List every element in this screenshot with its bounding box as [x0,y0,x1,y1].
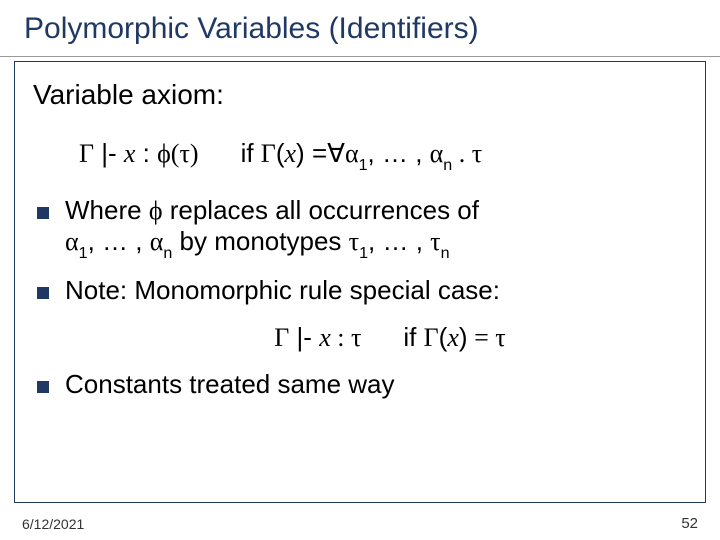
b1-alpha1: α [65,227,79,256]
turnstile2: |- [289,322,319,352]
content-frame: Variable axiom: Γ |- x : ϕ(τ) if Γ(x) =∀… [14,61,706,503]
gamma-sym3: Γ [274,323,289,352]
colon-tau: : τ [331,323,362,352]
b1-dots2: , … , [368,226,430,256]
eq-tau: = τ [468,323,506,352]
dots: , … , [368,138,430,168]
if-text2: if [403,322,423,352]
b1-alphan: α [150,227,164,256]
bullet-icon [37,287,49,299]
forall-sym: ∀ [327,139,345,168]
b1-tau1: τ [349,227,359,256]
bullet-3: Constants treated same way [33,369,687,400]
var-x4: x [447,323,459,352]
dot-tau: . τ [452,139,482,168]
b1-tsn: n [441,244,450,262]
axiom-rule-1: Γ |- x : ϕ(τ) if Γ(x) =∀α1, … , αn . τ [79,136,687,175]
bullet-3-text: Constants treated same way [65,369,687,400]
b1-phi: ϕ [149,196,163,225]
axiom-label: Variable axiom: [33,76,687,114]
colon: : [135,138,157,168]
bullet-icon [37,207,49,219]
slide-title: Polymorphic Variables (Identifiers) [0,0,720,46]
var-x2: x [285,139,297,168]
eq: = [305,138,327,168]
var-x3: x [319,323,331,352]
b1-s1: 1 [79,244,88,262]
alpha-n: α [430,139,444,168]
b1-dots: , … , [88,226,150,256]
phi-tau: ϕ(τ) [157,139,198,168]
paren-x: (x) [276,138,305,168]
b1-ts1: 1 [359,244,368,262]
gamma-sym2: Γ [261,139,276,168]
b1-p1: Where [65,195,149,225]
condition-2: if Γ(x) = τ [403,320,505,355]
footer-page-number: 52 [681,515,698,532]
axiom-rule-2: Γ |- x : τ if Γ(x) = τ [93,320,687,355]
turnstile: |- [94,138,124,168]
bullet-1-text: Where ϕ replaces all occurrences of α1, … [65,195,687,261]
b1-taun: τ [430,227,440,256]
paren-x2: (x) [439,322,468,352]
b1-mid: by monotypes [172,226,348,256]
gamma-sym: Γ [79,139,94,168]
bullet-2: Note: Monomorphic rule special case: [33,275,687,306]
condition-1: if Γ(x) =∀α1, … , αn . τ [241,136,483,175]
bullet-1: Where ϕ replaces all occurrences of α1, … [33,195,687,261]
sub-n: n [443,156,452,174]
title-divider [0,56,720,57]
bullet-2-text: Note: Monomorphic rule special case: [65,275,687,306]
var-x: x [124,139,136,168]
if-text: if [241,138,261,168]
gamma-sym4: Γ [424,323,439,352]
judgment-2: Γ |- x : τ [274,320,361,355]
sub-1: 1 [359,156,368,174]
b1-sn: n [163,244,172,262]
judgment-1: Γ |- x : ϕ(τ) [79,136,199,171]
footer-date: 6/12/2021 [22,516,84,532]
alpha1: α [345,139,359,168]
bullet-icon [37,381,49,393]
b1-p2: replaces all occurrences of [163,195,479,225]
